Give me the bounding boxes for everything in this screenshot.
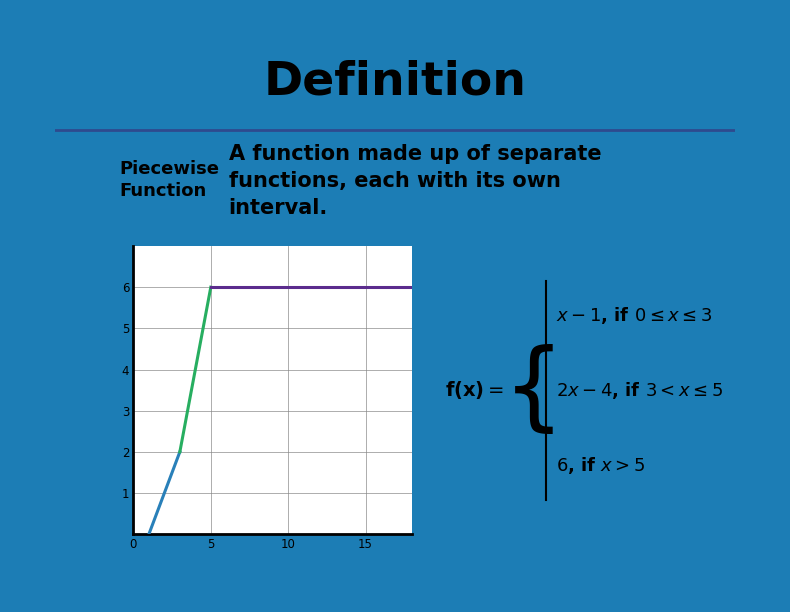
Text: A function made up of separate
functions, each with its own
interval.: A function made up of separate functions…: [228, 144, 601, 218]
Text: $\mathbf{f(x)} =$: $\mathbf{f(x)} =$: [445, 379, 504, 401]
Text: $x - 1$, if $0 \leq x \leq 3$: $x - 1$, if $0 \leq x \leq 3$: [556, 305, 713, 326]
Text: $2x - 4$, if $3 < x \leq 5$: $2x - 4$, if $3 < x \leq 5$: [556, 379, 724, 401]
Text: {: {: [503, 343, 565, 436]
Text: $6$, if $x > 5$: $6$, if $x > 5$: [556, 455, 645, 476]
Text: Piecewise
Function: Piecewise Function: [120, 160, 220, 200]
Text: Definition: Definition: [264, 59, 526, 104]
